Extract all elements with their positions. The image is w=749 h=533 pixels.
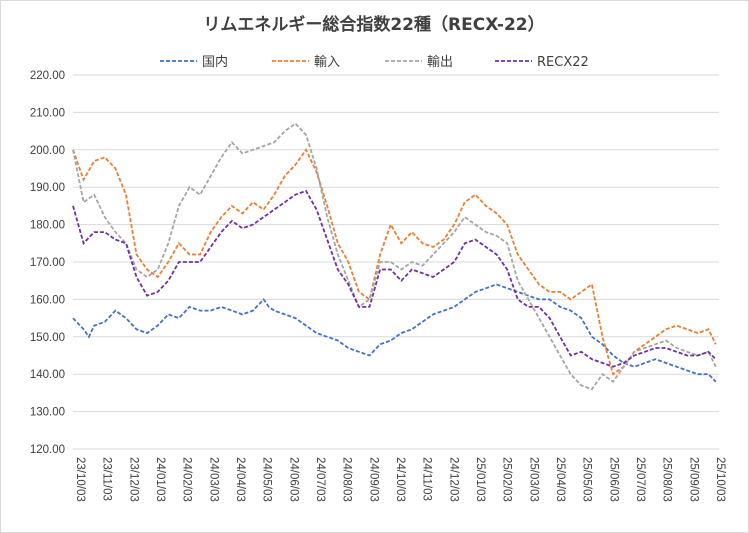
legend: 国内 輸入 輸出 RECX22 — [160, 54, 589, 70]
x-tick-label: 23/11/03 — [101, 457, 113, 501]
x-tick-label: 25/07/03 — [634, 457, 646, 502]
gridlines — [73, 74, 719, 450]
series-line-0 — [72, 283, 717, 383]
x-tick-label: 25/05/03 — [581, 457, 593, 502]
x-tick-label: 25/06/03 — [607, 457, 619, 502]
chart-title: リムエネルギー総合指数22種（RECX-22） — [203, 14, 544, 35]
x-tick-label: 25/09/03 — [687, 457, 699, 502]
x-tick-label: 25/02/03 — [501, 457, 513, 502]
x-tick-label: 24/12/03 — [447, 457, 459, 502]
series-line-1 — [72, 148, 717, 376]
y-tick-label: 150.00 — [30, 332, 65, 344]
series-line-2 — [72, 122, 717, 391]
x-tick-label: 24/06/03 — [287, 457, 299, 502]
x-tick-label: 24/11/03 — [421, 457, 433, 501]
x-tick-label: 24/04/03 — [234, 457, 246, 502]
y-tick-label: 170.00 — [30, 257, 65, 269]
y-tick-label: 220.00 — [30, 70, 65, 82]
x-tick-label: 25/04/03 — [554, 457, 566, 502]
x-tick-label: 23/10/03 — [74, 457, 86, 502]
y-tick-label: 190.00 — [30, 182, 65, 194]
x-tick-label: 23/12/03 — [127, 457, 139, 502]
series-group — [72, 122, 717, 391]
y-tick-label: 200.00 — [30, 145, 65, 157]
y-axis-ticks: 220.00 210.00 200.00 190.00 180.00 170.00 160.… — [30, 70, 65, 456]
y-tick-label: 130.00 — [30, 407, 65, 419]
series-line-3 — [72, 189, 717, 368]
x-tick-label: 25/03/03 — [527, 457, 539, 502]
y-tick-label: 160.00 — [30, 294, 65, 306]
x-tick-label: 24/01/03 — [154, 457, 166, 502]
y-tick-label: 140.00 — [30, 369, 65, 381]
x-tick-label: 25/10/03 — [714, 457, 726, 502]
x-tick-label: 25/08/03 — [661, 457, 673, 502]
y-tick-label: 120.00 — [30, 444, 65, 456]
x-tick-label: 24/03/03 — [207, 457, 219, 502]
legend-label: 国内 — [202, 54, 228, 70]
x-tick-label: 24/07/03 — [314, 457, 326, 502]
y-tick-label: 210.00 — [30, 107, 65, 119]
y-tick-label: 180.00 — [30, 220, 65, 232]
x-tick-label: 24/10/03 — [394, 457, 406, 502]
x-tick-label: 24/05/03 — [261, 457, 273, 502]
legend-label: RECX22 — [537, 55, 589, 70]
x-tick-label: 24/08/03 — [341, 457, 353, 502]
legend-label: 輸出 — [427, 55, 453, 70]
x-axis-ticks: 23/10/03 23/11/03 23/12/03 24/01/03 24/02/03… — [74, 457, 726, 502]
x-tick-label: 25/01/03 — [474, 457, 486, 502]
x-tick-label: 24/09/03 — [367, 457, 379, 502]
x-tick-label: 24/02/03 — [181, 457, 193, 502]
legend-label: 輸入 — [314, 55, 340, 70]
